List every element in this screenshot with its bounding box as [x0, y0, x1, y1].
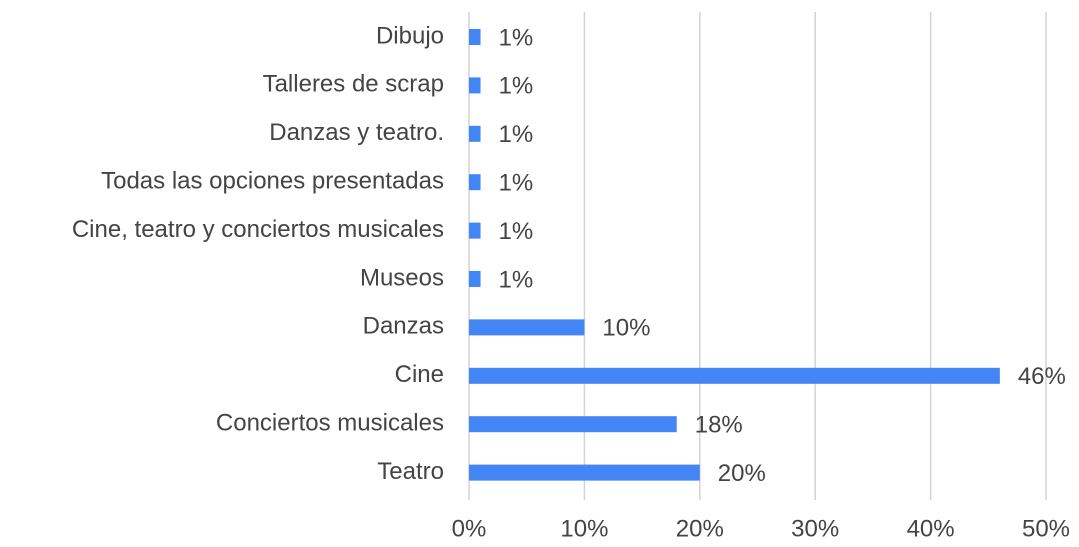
- data-label: 1%: [499, 73, 534, 100]
- y-tick-label: Danzas: [363, 313, 444, 340]
- bar: [469, 174, 481, 191]
- y-tick-label: Todas las opciones presentadas: [101, 168, 444, 195]
- data-label: 10%: [602, 315, 650, 342]
- y-tick-label: Conciertos musicales: [216, 410, 444, 437]
- data-label: 1%: [499, 218, 534, 245]
- y-tick-label: Cine, teatro y conciertos musicales: [72, 216, 444, 243]
- bar: [469, 222, 481, 239]
- data-label: 18%: [695, 412, 743, 439]
- x-tick-label: 30%: [791, 515, 839, 542]
- y-tick-label: Teatro: [377, 458, 444, 485]
- y-tick-label: Talleres de scrap: [263, 71, 444, 98]
- data-label: 1%: [499, 170, 534, 197]
- bar: [469, 271, 481, 287]
- data-label: 1%: [499, 121, 534, 148]
- data-label: 46%: [1018, 363, 1066, 390]
- bar: [469, 416, 677, 433]
- y-tick-label: Dibujo: [376, 22, 444, 49]
- y-tick-label: Museos: [360, 264, 444, 291]
- x-tick-label: 0%: [452, 515, 487, 542]
- data-label: 20%: [718, 460, 766, 487]
- bar: [469, 29, 481, 45]
- data-label: 1%: [499, 266, 534, 293]
- data-label: 1%: [499, 24, 534, 51]
- y-tick-label: Cine: [395, 361, 444, 388]
- x-tick-label: 50%: [1022, 515, 1070, 542]
- bar: [469, 464, 700, 481]
- x-tick-label: 40%: [907, 515, 955, 542]
- bar: [469, 319, 585, 336]
- x-tick-label: 10%: [560, 515, 608, 542]
- bar: [469, 77, 481, 94]
- x-tick-label: 20%: [676, 515, 724, 542]
- bar: [469, 367, 1000, 384]
- bar: [469, 125, 481, 142]
- y-tick-label: Danzas y teatro.: [269, 119, 444, 146]
